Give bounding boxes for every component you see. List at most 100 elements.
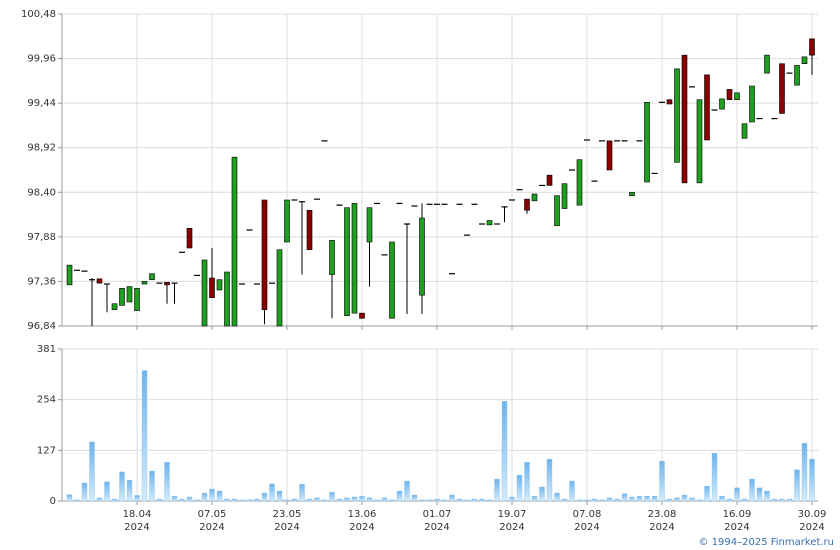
volume-bar: [606, 497, 613, 502]
y-tick-label: 99,44: [27, 98, 56, 109]
candle-body: [366, 207, 373, 243]
y-tick-label: 381: [37, 344, 56, 355]
volume-bar: [201, 492, 208, 502]
volume-bar: [591, 498, 598, 502]
volume-bar: [156, 498, 163, 502]
volume-bar: [134, 495, 140, 502]
volume-bar: [546, 458, 553, 502]
volume-bar: [479, 498, 485, 502]
volume-bar: [329, 492, 335, 502]
volume-bar: [359, 496, 365, 502]
candle-body: [546, 174, 553, 186]
volume-bar: [486, 499, 493, 502]
y-tick-label: 98,92: [27, 143, 56, 154]
volume-bar: [411, 494, 418, 502]
volume-bar: [666, 498, 673, 502]
x-tick-label: 13.06: [348, 509, 377, 520]
volume-bar: [711, 452, 718, 502]
y-tick-label: 99,96: [27, 54, 56, 65]
x-tick-year: 2024: [349, 522, 374, 533]
volume-bar: [651, 496, 658, 502]
volume-bar: [81, 482, 88, 502]
volume-bar: [419, 499, 425, 502]
candle-body: [486, 220, 493, 226]
candle-body: [719, 98, 725, 110]
candle-body: [119, 287, 125, 306]
volume-bar: [389, 499, 395, 502]
volume-bar: [539, 486, 545, 502]
y-tick-label: 97,36: [27, 276, 56, 287]
volume-bar: [119, 471, 125, 502]
volume-bar: [179, 498, 185, 502]
volume-bar: [381, 497, 388, 502]
candle-body: [276, 249, 283, 327]
volume-bar: [366, 497, 373, 502]
candle-body: [66, 264, 73, 286]
volume-bar: [404, 480, 410, 502]
volume-bar: [441, 499, 448, 502]
volume-bar: [306, 498, 313, 502]
volume-bar: [254, 498, 260, 502]
x-tick-year: 2024: [799, 522, 824, 533]
candle-body: [561, 183, 568, 209]
volume-bar: [584, 499, 590, 502]
volume-bar: [336, 498, 343, 502]
volume-bar: [509, 496, 515, 502]
volume-bar: [291, 498, 298, 502]
volume-bar: [299, 484, 305, 502]
x-tick-year: 2024: [199, 522, 224, 533]
x-tick-label: 01.07: [423, 509, 452, 520]
copyright[interactable]: © 1994–2025 Finmarket.ru: [698, 537, 834, 548]
volume-bar: [659, 460, 665, 502]
candle-body: [329, 239, 335, 275]
candle-body: [186, 227, 193, 249]
candle-body: [224, 271, 230, 327]
volume-bar: [524, 462, 530, 502]
x-tick-label: 18.04: [123, 509, 152, 520]
volume-bar: [636, 496, 643, 502]
volume-bar: [344, 497, 350, 502]
volume-bar: [531, 496, 538, 502]
candle-body: [764, 54, 770, 74]
candle-body: [606, 140, 613, 171]
candle-body: [141, 281, 148, 285]
volume-bar: [141, 370, 148, 502]
volume-bar: [809, 458, 815, 502]
x-tick-label: 30.09: [798, 509, 827, 520]
volume-bar: [471, 498, 478, 502]
volume-bar: [576, 499, 583, 502]
candle-body: [554, 195, 560, 227]
x-tick-year: 2024: [274, 522, 299, 533]
volume-bar: [801, 442, 808, 502]
volume-bar: [269, 483, 275, 502]
volume-bar: [599, 499, 605, 502]
volume-bar: [261, 492, 268, 502]
volume-bar: [734, 487, 740, 502]
candle-body: [734, 92, 740, 101]
volume-bar: [104, 481, 110, 502]
x-tick-label: 07.05: [198, 509, 227, 520]
candle-body: [306, 209, 313, 251]
y-tick-label: 97,88: [27, 232, 56, 243]
volume-bar: [779, 498, 785, 502]
y-tick-label: 127: [37, 445, 56, 456]
candle-body: [359, 312, 365, 319]
volume-bar: [786, 498, 793, 502]
volume-bar: [629, 496, 635, 502]
y-tick-label: 96,84: [27, 321, 56, 332]
candle-body: [164, 281, 170, 286]
volume-bar: [681, 494, 688, 502]
candle-body: [629, 191, 635, 197]
y-tick-label: 98,40: [27, 187, 56, 198]
x-tick-year: 2024: [124, 522, 149, 533]
candle-body: [809, 38, 815, 56]
candle-body: [389, 241, 395, 319]
y-tick-label: 100,48: [21, 9, 56, 20]
volume-bar: [396, 490, 403, 502]
candle-body: [351, 203, 358, 314]
volume-bar: [704, 486, 710, 502]
volume-bar: [149, 470, 155, 502]
x-tick-year: 2024: [574, 522, 599, 533]
x-tick-year: 2024: [424, 522, 449, 533]
x-tick-label: 23.08: [648, 509, 677, 520]
